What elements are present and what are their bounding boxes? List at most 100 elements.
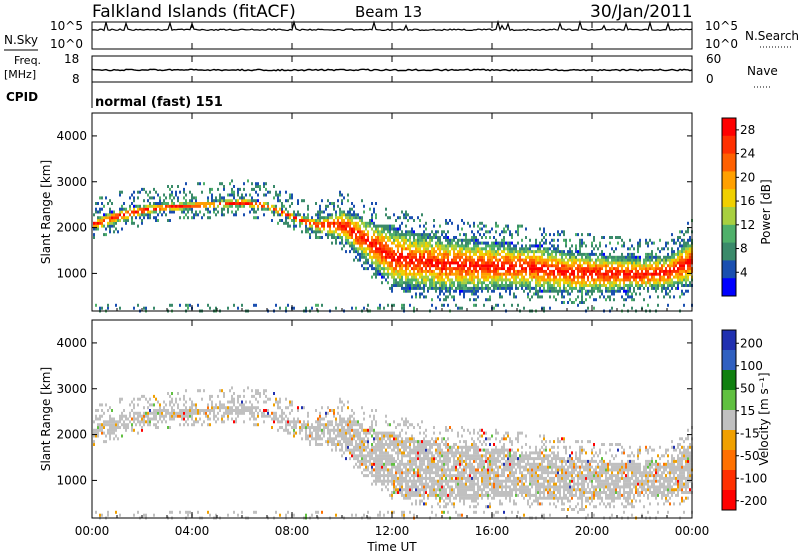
power-cell [369,221,371,225]
power-cell [249,210,251,214]
power-cell [373,207,375,211]
power-cell [147,207,149,211]
power-cell [537,284,539,287]
power-cell [221,207,223,211]
velocity-cell [97,431,99,435]
power-cell [353,230,355,234]
power-cell [607,278,609,282]
power-cell [443,303,445,307]
power-cell [285,213,287,217]
velocity-cell [365,448,367,452]
power-cell [623,298,625,302]
power-cell [303,213,305,217]
velocity-cell [405,476,407,480]
velocity-cell [159,403,161,407]
power-cell [565,289,567,293]
power-cell [355,221,357,225]
velocity-cell [211,406,213,410]
power-cell [371,216,373,220]
power-cell [289,196,291,200]
power-cell [571,252,573,256]
power-cell [473,236,475,239]
velocity-cell [327,431,329,435]
power-cell [279,199,281,203]
power-cell [445,281,447,285]
power-cell [563,261,565,265]
velocity-cell [385,465,387,469]
velocity-cell [379,474,381,478]
power-cell [421,236,423,239]
power-cell [527,295,529,299]
velocity-cell [165,420,167,424]
power-cell [201,216,203,220]
power-cell [227,210,229,214]
power-cell [609,298,611,302]
power-cell [687,250,689,254]
velocity-cell [335,420,337,424]
power-cell [183,202,185,205]
velocity-cell [385,457,387,461]
velocity-cell [363,474,365,478]
power-cell [563,230,565,234]
power-cell [645,269,647,273]
velocity-cell [365,431,367,435]
power-cell [455,252,457,256]
power-cell [617,241,619,245]
power-cell [385,250,387,254]
power-cell [223,196,225,200]
power-cell [363,252,365,256]
velocity-cell [383,457,385,461]
power-cell [213,199,215,203]
power-cell [337,227,339,231]
power-cell [315,236,317,239]
power-cell [413,284,415,287]
power-cell [449,281,451,285]
power-cell [541,284,543,287]
power-cell [511,258,513,262]
power-cell [469,267,471,271]
power-cell [679,275,681,279]
power-cell [513,247,515,251]
power-cell [127,219,129,222]
power-cell [563,272,565,276]
power-cell [575,275,577,279]
power-cell [483,267,485,271]
power-cell [321,224,323,228]
power-cell [689,261,691,265]
power-cell [655,269,657,273]
power-cell [355,233,357,237]
power-cell [417,286,419,290]
power-cell [543,281,545,285]
power-cell [477,247,479,251]
power-cell [207,303,209,307]
power-cell [233,202,235,205]
power-cell [205,202,207,205]
velocity-cell [265,394,267,398]
velocity-cell [135,423,137,427]
power-cell [337,216,339,220]
velocity-cell [337,411,339,415]
velocity-cell [231,394,233,398]
velocity-cell [105,434,107,438]
power-cell [553,269,555,273]
power-cell [475,267,477,271]
power-cell [393,272,395,276]
power-cell [679,281,681,285]
power-cell [603,281,605,285]
power-cell [307,207,309,211]
power-cell [441,255,443,259]
power-cell [433,255,435,259]
velocity-cell [167,426,169,429]
velocity-cell [379,437,381,441]
power-cell [645,267,647,271]
power-cell [193,216,195,220]
power-cell [637,269,639,273]
power-cell [609,255,611,259]
power-cell [669,264,671,268]
power-cell [539,289,541,293]
power-cell [239,202,241,205]
velocity-cell [387,482,389,486]
power-cell [503,247,505,251]
power-cell [539,227,541,231]
velocity-cell [243,394,245,398]
